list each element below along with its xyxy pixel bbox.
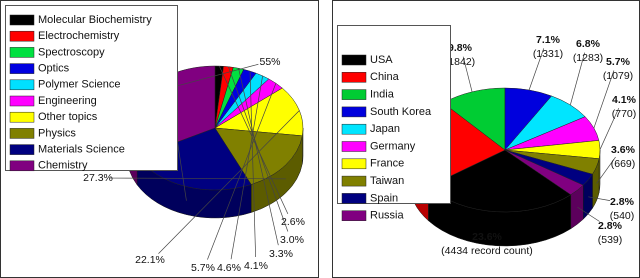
legend-swatch (9, 47, 35, 58)
legend-label: Taiwan (370, 175, 404, 187)
legend-label: China (370, 71, 400, 83)
data-label: 5.7% (191, 262, 215, 274)
data-label: 2.8% (598, 220, 623, 232)
leader-line (207, 83, 277, 260)
legend-swatch (9, 95, 35, 107)
legend-swatch (341, 106, 367, 118)
data-label: 4.6% (217, 262, 241, 274)
count-label: (4434 record count) (441, 245, 533, 257)
count-label: (1079) (603, 70, 633, 82)
count-label: (1283) (573, 52, 603, 64)
leader-line (588, 196, 611, 201)
legend-label: Spectroscopy (38, 46, 105, 58)
legend-swatch (9, 160, 35, 172)
slice (504, 149, 584, 196)
legend-swatch (9, 14, 35, 26)
legend-swatch (9, 79, 35, 91)
legend-label: Spain (370, 192, 398, 204)
leader-line (528, 48, 545, 91)
leader-line (462, 56, 473, 92)
data-label: 6.8% (576, 38, 601, 50)
leader-line (228, 66, 289, 232)
legend-swatch (9, 30, 35, 42)
data-label: 4.1% (612, 94, 637, 106)
legend-swatch (9, 128, 35, 139)
count-label: (770) (612, 108, 637, 120)
legend-label: France (370, 158, 404, 170)
legend-label: India (370, 89, 395, 101)
legend-swatch (341, 158, 367, 170)
data-label: 7.1% (536, 34, 561, 46)
legend-swatch (341, 141, 367, 152)
data-label: 3.6% (611, 144, 636, 156)
count-label: (1331) (533, 48, 563, 60)
legend-label: South Korea (370, 106, 432, 118)
legend-label: USA (370, 54, 393, 66)
leader-line (599, 107, 620, 150)
leader-line (158, 110, 300, 254)
leader-line (596, 156, 616, 184)
leader-line (249, 71, 256, 258)
legend-swatch (341, 193, 367, 204)
data-label: 2.8% (610, 196, 635, 208)
leader-line (238, 68, 279, 246)
legend-swatch (341, 72, 367, 83)
legend-label: Physics (38, 127, 76, 139)
legend-label: Optics (38, 63, 70, 75)
data-label: 9.8% (448, 42, 473, 54)
data-label: 3.0% (280, 234, 304, 246)
legend-label: Engineering (38, 95, 97, 107)
count-label: (669) (611, 158, 636, 170)
count-label: (1842) (445, 56, 475, 68)
data-label: 5.7% (606, 56, 631, 68)
leader-line (230, 75, 263, 260)
data-label: 23.6% (472, 231, 502, 243)
legend-swatch (9, 144, 35, 155)
leader-line (569, 52, 585, 106)
legend-label: Japan (370, 123, 400, 135)
legend-label: Other topics (38, 111, 98, 123)
legend-label: Russia (370, 210, 405, 222)
data-label: 55% (259, 56, 280, 68)
data-label: 22.1% (135, 254, 165, 266)
data-label: 3.3% (269, 248, 293, 260)
count-label: (540) (610, 210, 635, 222)
legend-label: Polymer Science (38, 79, 121, 91)
data-label: 4.1% (244, 260, 268, 272)
legend-swatch (341, 123, 367, 135)
legend-swatch (9, 63, 35, 74)
data-label: 2.6% (281, 216, 305, 228)
slice (214, 87, 304, 137)
leader-line (593, 70, 615, 129)
legend-swatch (341, 210, 367, 221)
legend-label: Chemistry (38, 160, 88, 172)
legend-label: Materials Science (38, 144, 125, 156)
legend-swatch (341, 175, 367, 187)
leader-line (577, 206, 600, 222)
count-label: (539) (598, 234, 623, 246)
legend-swatch (341, 89, 367, 100)
data-label: 27.3% (83, 172, 113, 184)
leader-line (109, 177, 286, 180)
legend-label: Molecular Biochemistry (38, 14, 152, 26)
legend-swatch (9, 111, 35, 123)
legend-label: Electrochemistry (38, 30, 120, 42)
legend-label: Germany (370, 140, 416, 152)
legend-swatch (341, 54, 367, 66)
